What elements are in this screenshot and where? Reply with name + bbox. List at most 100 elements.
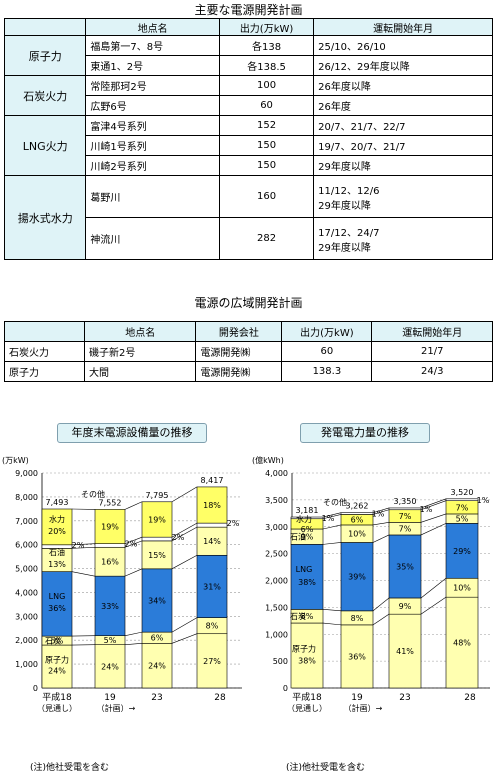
series-name-label: LNG xyxy=(49,592,66,601)
table1-title: 主要な電源開発計画 xyxy=(194,3,303,17)
start-date-line: 17/12、24/7 xyxy=(318,227,380,239)
series-name-label: 石炭 xyxy=(290,612,306,621)
data-label: 8% xyxy=(206,622,219,631)
data-label: 8% xyxy=(301,612,314,621)
site-name: 川崎2号系列 xyxy=(85,155,220,176)
series-name-label: 石炭 xyxy=(45,637,61,646)
connector-line xyxy=(420,523,447,536)
connector-line xyxy=(322,622,342,626)
series-name-label: その他 xyxy=(81,489,105,499)
connector-line xyxy=(171,526,198,542)
data-label: 29% xyxy=(453,547,471,556)
x-tick-label: 23 xyxy=(399,693,410,703)
data-label: 20% xyxy=(48,527,66,536)
table2-title: 電源の広域開発計画 xyxy=(194,296,303,310)
output: 60 xyxy=(218,95,315,116)
data-label: 24% xyxy=(148,662,166,671)
bar-segment xyxy=(388,534,422,599)
start-date-line: 11/12、12/6 xyxy=(318,185,380,197)
y-tick-label: 8,000 xyxy=(15,493,38,502)
table2-type: 石炭火力 xyxy=(4,341,85,362)
data-label: 7% xyxy=(399,525,412,534)
site-name: 福島第一7、8号 xyxy=(85,35,220,56)
chart1-note: (注)他社受電を含む xyxy=(30,763,110,773)
connector-line xyxy=(372,507,390,513)
table1-header: 出力(万kW) xyxy=(218,18,315,36)
x-tick-label: 平成18 xyxy=(292,691,322,703)
data-label: 41% xyxy=(396,647,414,656)
series-name-label: その他 xyxy=(323,497,347,507)
capacity-chart: (万kW) 0 1,000 2,000 3,000 4,000 5,000 6,000 7,00… xyxy=(2,456,242,713)
table2-header xyxy=(4,321,85,342)
output: 282 xyxy=(218,217,315,260)
series-name-label: 水力 xyxy=(49,514,65,524)
y-tick-label: 3,500 xyxy=(265,496,288,505)
data-label: 19% xyxy=(101,523,119,532)
data-label: 14% xyxy=(203,537,221,546)
connector-line xyxy=(322,514,342,520)
y-tick-label: 2,500 xyxy=(265,550,288,559)
generation-chart: (億kWh) 0 500 1,000 1,500 2,000 2,500 3,000 3,500… xyxy=(252,455,490,713)
connector-line xyxy=(71,543,96,546)
x-tick-label: 19 xyxy=(104,693,116,703)
data-label: 2% xyxy=(227,519,240,528)
table1-row: 石炭火力 常陸那珂2号 100 26年度以降 xyxy=(3,75,493,116)
bar-segment xyxy=(94,575,126,636)
connector-line xyxy=(372,522,390,526)
data-label: 1% xyxy=(322,514,335,523)
data-label: 10% xyxy=(453,584,471,593)
x-tick-sublabel: （計画）→ xyxy=(97,703,136,713)
total-label: 3,262 xyxy=(346,502,369,511)
total-label: 7,795 xyxy=(146,491,169,500)
connector-line xyxy=(171,633,198,644)
x-tick-label: 23 xyxy=(151,693,162,703)
table2-output: 60 xyxy=(281,341,373,362)
connector-line xyxy=(420,500,447,511)
data-label: 5% xyxy=(51,637,64,646)
data-label: 2% xyxy=(72,541,85,550)
table2-row: 原子力 大間 電源開発㈱ 138.3 24/3 xyxy=(4,361,493,382)
y-tick-label: 3,000 xyxy=(265,523,288,532)
plant-type: 原子力 xyxy=(3,35,87,76)
total-label: 3,181 xyxy=(296,506,319,515)
y-tick-label: 500 xyxy=(273,657,288,666)
development-plan-table: 地点名 出力(万kW) 運転開始年月 原子力 福島第一7、8号 各138 25/10、26/… xyxy=(3,18,493,260)
y-tick-label: 9,000 xyxy=(15,469,38,478)
data-label: 48% xyxy=(453,639,471,648)
data-label: 36% xyxy=(348,652,366,661)
table1-row: 原子力 福島第一7、8号 各138 25/10、26/10 xyxy=(3,35,493,76)
table2-header: 地点名 xyxy=(83,321,197,342)
bar-segment xyxy=(340,624,374,689)
y-tick-label: 4,000 xyxy=(15,588,38,597)
output: 各138.5 xyxy=(218,55,315,76)
connector-line xyxy=(322,542,342,545)
bar-segment xyxy=(445,596,479,689)
connector-line xyxy=(372,613,390,626)
table2-row: 石炭火力 磯子新2号 電源開発㈱ 60 21/7 xyxy=(4,341,493,362)
y-tick-label: 4,000 xyxy=(265,469,288,478)
connector-line xyxy=(124,631,143,636)
table2-site: 大間 xyxy=(83,361,197,382)
data-label: 2% xyxy=(125,540,138,549)
data-label: 38% xyxy=(298,657,316,666)
data-label: 7% xyxy=(399,512,412,521)
start-date-line: 29年度以降 xyxy=(318,200,371,212)
table2-site: 磯子新2号 xyxy=(83,341,197,362)
table2-company: 電源開発㈱ xyxy=(195,361,283,382)
table1-row: 川崎2号系列 150 29年度以降 xyxy=(5,155,493,176)
chart2-title: 発電電力量の推移 xyxy=(300,423,430,443)
connector-line xyxy=(124,568,143,577)
data-label: 1% xyxy=(420,505,433,514)
connector-line xyxy=(124,540,143,548)
chart1-title: 年度末電源設備量の推移 xyxy=(57,423,207,443)
bar-segment xyxy=(340,512,374,515)
table1-row: 東通1、2号 各138.5 26/12、29年度以降 xyxy=(5,55,493,76)
table1-row: 神流川 282 17/12、24/7 29年度以降 xyxy=(5,217,493,260)
connector-line xyxy=(420,596,447,615)
data-label: 8% xyxy=(351,614,364,623)
y-tick-label: 2,000 xyxy=(265,577,288,586)
data-label: 19% xyxy=(148,515,166,524)
start-date: 26/12、29年度以降 xyxy=(313,55,493,76)
plant-type: 揚水式水力 xyxy=(3,175,87,260)
total-label: 7,552 xyxy=(99,498,122,507)
